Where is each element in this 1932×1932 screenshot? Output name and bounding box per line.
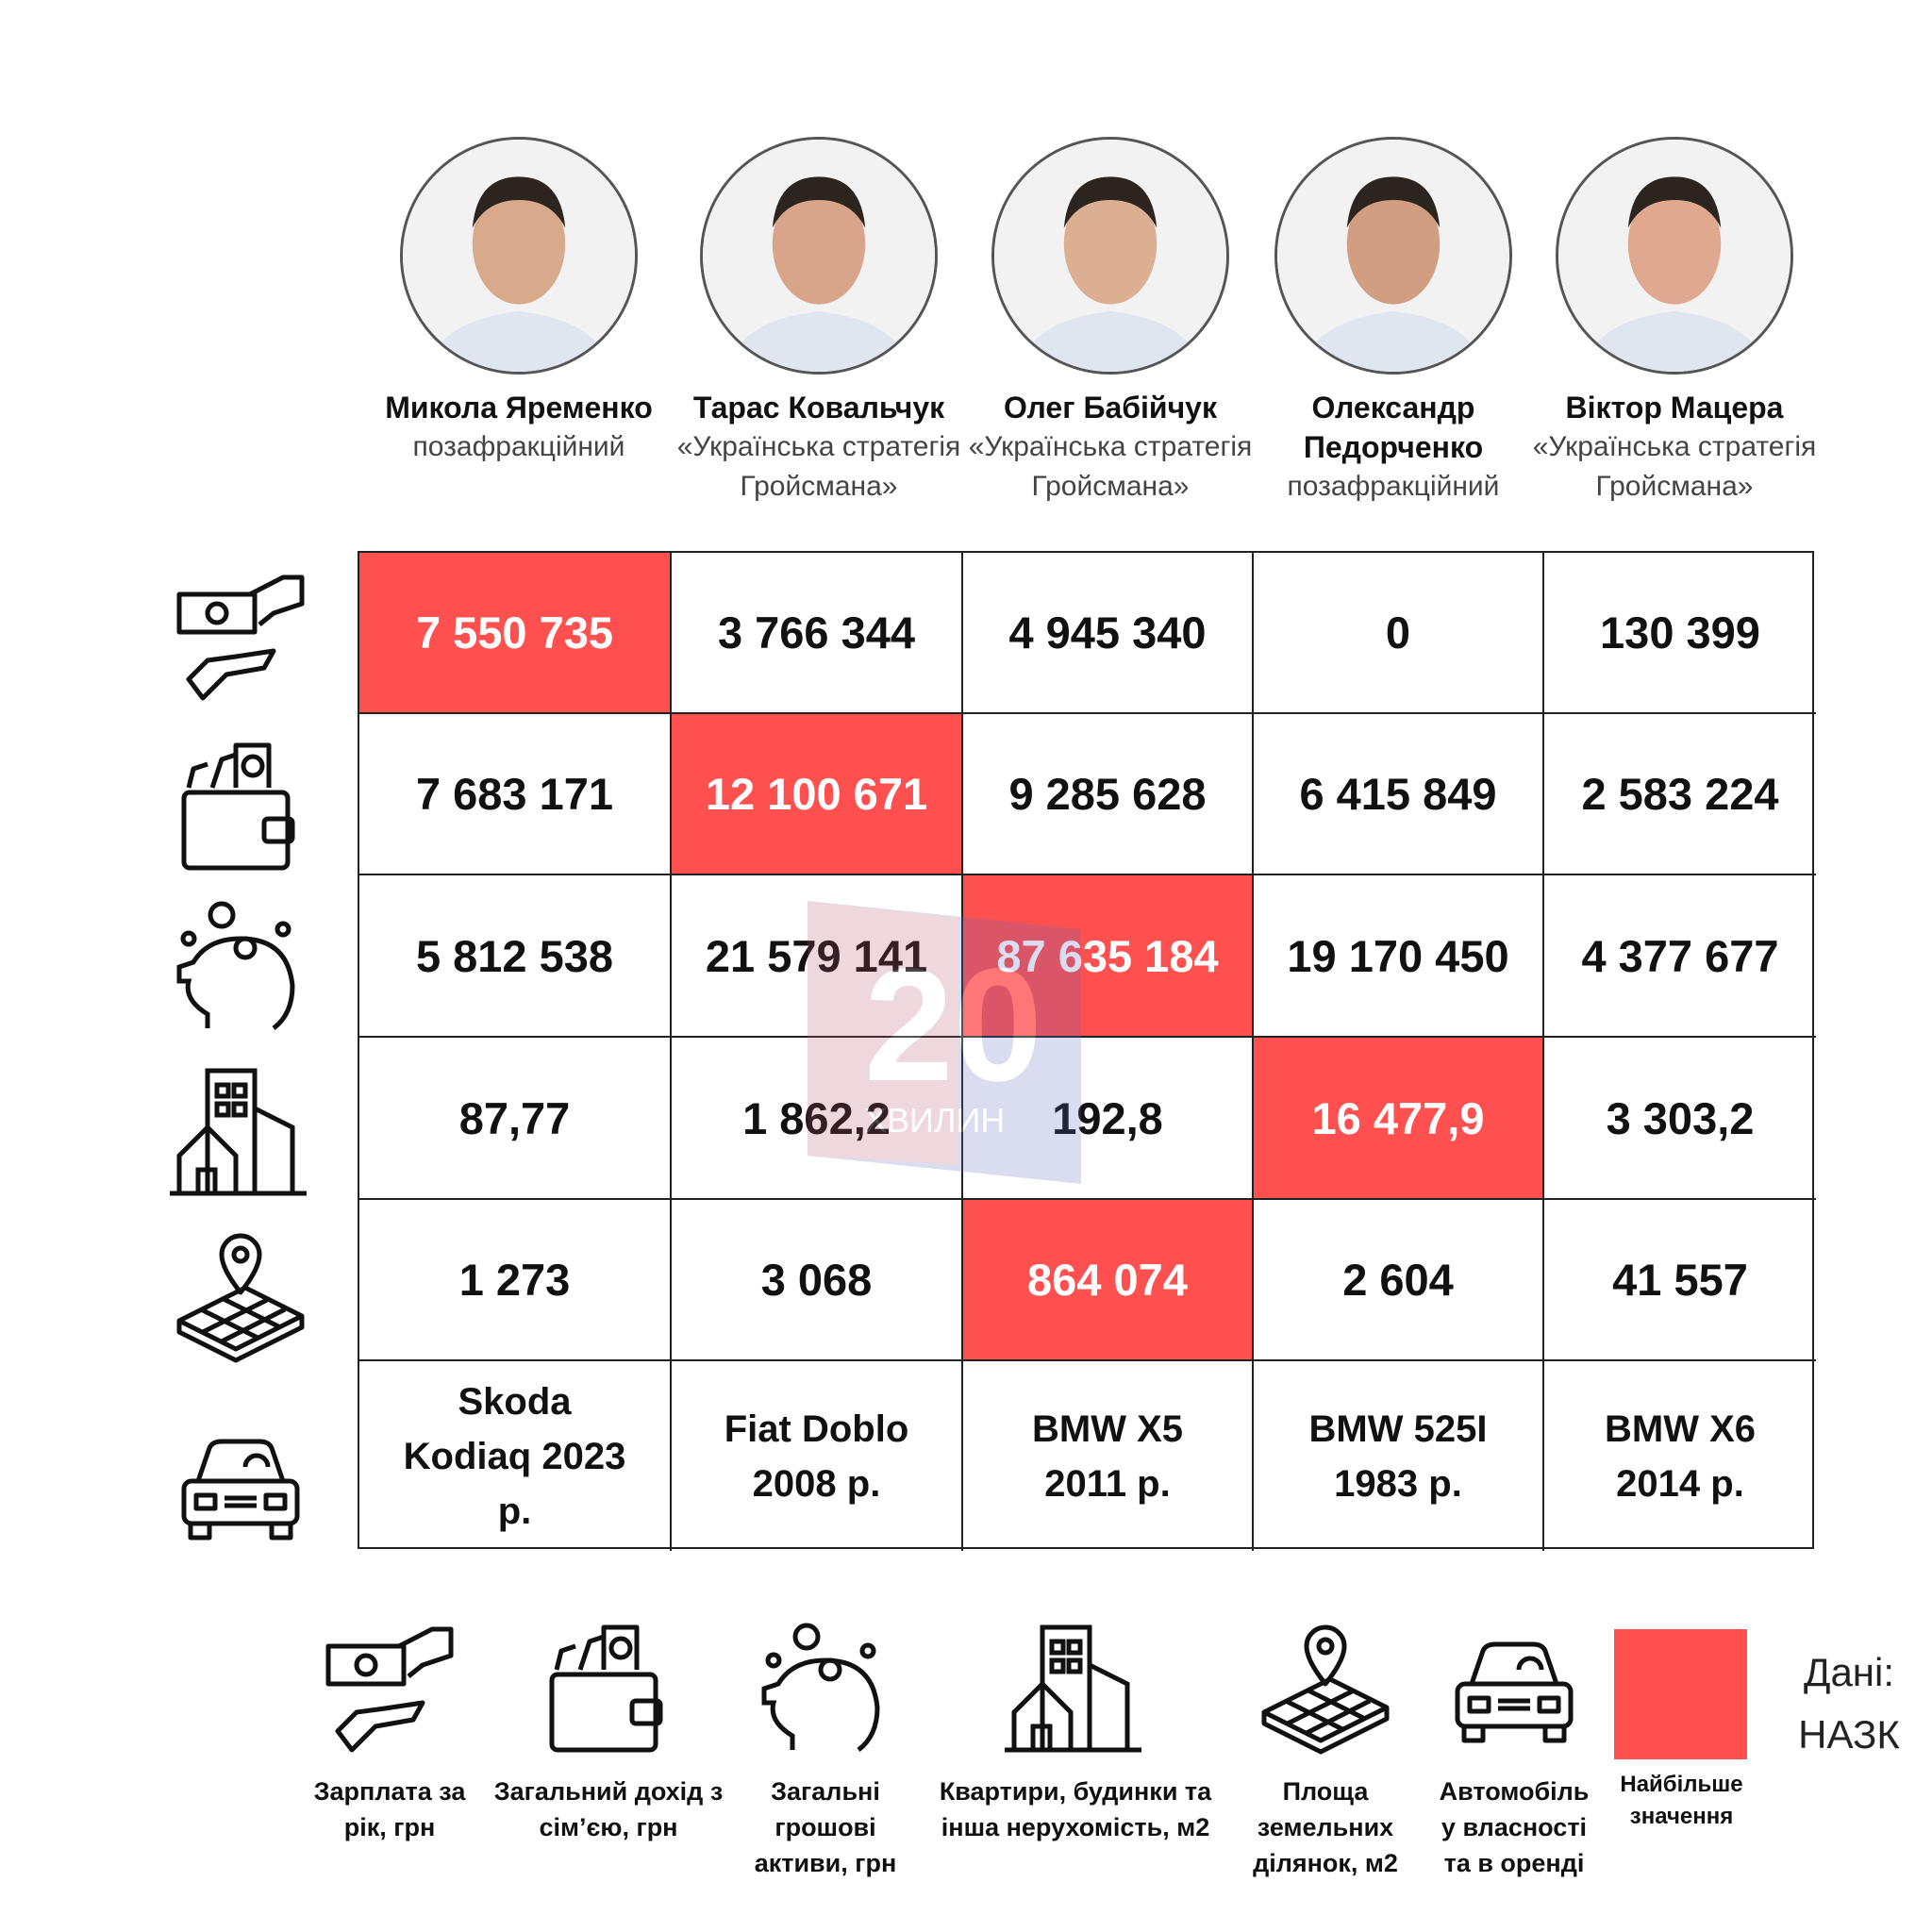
source-note: Дані: НАЗК bbox=[1798, 1650, 1900, 1757]
table-cell: 21 579 141 bbox=[672, 875, 963, 1038]
table-cell: 6 415 849 bbox=[1254, 714, 1544, 875]
piggy-bank-icon bbox=[731, 1618, 920, 1764]
table-cell: 16 477,9 bbox=[1254, 1038, 1544, 1200]
table-cell: BMW 525I 1983 р. bbox=[1254, 1361, 1544, 1551]
table-cell: 12 100 671 bbox=[672, 714, 963, 875]
person-photo bbox=[1556, 137, 1793, 375]
legend-item: Площа земельних ділянок, м2 bbox=[1231, 1618, 1420, 1881]
table-cell: 19 170 450 bbox=[1254, 875, 1544, 1038]
person-photo bbox=[1274, 137, 1512, 375]
wallet-icon bbox=[481, 1618, 736, 1764]
person-party: «Українська стратегія Гройсмана» bbox=[1532, 431, 1817, 502]
land-plot-icon bbox=[170, 1226, 321, 1377]
wallet-icon bbox=[170, 736, 321, 887]
legend-label: Загальний дохід з сім’єю, грн bbox=[493, 1777, 724, 1841]
buildings-icon bbox=[170, 1061, 321, 1212]
table-cell: 87 635 184 bbox=[963, 875, 1254, 1038]
table-cell: 7 683 171 bbox=[359, 714, 672, 875]
person-party: «Українська стратегія Гройсмана» bbox=[676, 431, 961, 502]
person-name: Олександр Педорченко bbox=[1303, 391, 1484, 464]
table-cell: 0 bbox=[1254, 553, 1544, 714]
legend-item: Зарплата за рік, грн bbox=[295, 1618, 484, 1845]
legend-item: Автомобіль у власності та в оренді bbox=[1432, 1618, 1597, 1881]
person-card: Микола Яременко позафракційний bbox=[368, 137, 670, 467]
table-cell: 87,77 bbox=[359, 1038, 672, 1200]
table-cell: Fiat Doblo 2008 р. bbox=[672, 1361, 963, 1551]
legend-item: Загальні грошові активи, грн bbox=[731, 1618, 920, 1881]
person-photo bbox=[991, 137, 1229, 375]
table-cell: BMW X5 2011 р. bbox=[963, 1361, 1254, 1551]
person-name: Олег Бабійчук bbox=[1004, 391, 1217, 425]
legend-item: Загальний дохід з сім’єю, грн bbox=[481, 1618, 736, 1845]
table-cell: 3 068 bbox=[672, 1200, 963, 1361]
person-card: Олег Бабійчук «Українська стратегія Гройс… bbox=[959, 137, 1261, 507]
legend-label: Площа земельних ділянок, м2 bbox=[1253, 1777, 1398, 1877]
table-cell: 5 812 538 bbox=[359, 875, 672, 1038]
person-party: позафракційний bbox=[412, 431, 625, 462]
person-name: Віктор Мацера bbox=[1565, 391, 1784, 425]
table-cell: 192,8 bbox=[963, 1038, 1254, 1200]
legend-label: Зарплата за рік, грн bbox=[313, 1777, 466, 1841]
money-hand-icon bbox=[170, 566, 321, 717]
table-cell: 9 285 628 bbox=[963, 714, 1254, 875]
person-photo bbox=[400, 137, 638, 375]
legend-label: Автомобіль у власності та в оренді bbox=[1439, 1777, 1590, 1877]
legend-label: Загальні грошові активи, грн bbox=[754, 1777, 897, 1877]
table-cell: 3 766 344 bbox=[672, 553, 963, 714]
money-hand-icon bbox=[295, 1618, 484, 1764]
piggy-bank-icon bbox=[170, 896, 321, 1047]
person-name: Микола Яременко bbox=[385, 391, 653, 425]
legend-highlight-swatch bbox=[1614, 1629, 1747, 1759]
car-icon bbox=[170, 1415, 321, 1566]
table-cell: 4 945 340 bbox=[963, 553, 1254, 714]
table-cell: 4 377 677 bbox=[1544, 875, 1816, 1038]
person-name: Тарас Ковальчук bbox=[692, 391, 945, 425]
person-photo bbox=[700, 137, 938, 375]
table-cell: Skoda Kodiaq 2023 р. bbox=[359, 1361, 672, 1551]
person-card: Тарас Ковальчук «Українська стратегія Гро… bbox=[668, 137, 970, 507]
buildings-icon bbox=[939, 1618, 1212, 1764]
table-cell: 2 604 bbox=[1254, 1200, 1544, 1361]
land-plot-icon bbox=[1231, 1618, 1420, 1764]
person-card: Віктор Мацера «Українська стратегія Гройс… bbox=[1524, 137, 1825, 507]
comparison-table: 7 550 735 3 766 344 4 945 340 0 130 399 7 683… bbox=[358, 551, 1816, 1551]
table-cell: 7 550 735 bbox=[359, 553, 672, 714]
table-cell: BMW X6 2014 р. bbox=[1605, 1407, 1756, 1505]
table-cell: 864 074 bbox=[963, 1200, 1254, 1361]
person-party: позафракційний bbox=[1287, 471, 1500, 502]
legend-item: Квартири, будинки та інша нерухомість, м… bbox=[939, 1618, 1212, 1845]
legend-highlight-label: Найбільше значення bbox=[1620, 1772, 1743, 1829]
legend-label: Квартири, будинки та інша нерухомість, м… bbox=[939, 1777, 1212, 1841]
table-cell: 1 273 bbox=[359, 1200, 672, 1361]
table-cell: 3 303,2 bbox=[1544, 1038, 1816, 1200]
person-card: Олександр Педорченко позафракційний bbox=[1242, 137, 1544, 507]
table-cell: 1 862,2 bbox=[672, 1038, 963, 1200]
table-cell: 41 557 bbox=[1544, 1200, 1816, 1361]
table-cell: 2 583 224 bbox=[1544, 714, 1816, 875]
car-icon bbox=[1432, 1618, 1597, 1764]
person-party: «Українська стратегія Гройсмана» bbox=[968, 431, 1253, 502]
table-cell: 130 399 bbox=[1544, 553, 1816, 714]
